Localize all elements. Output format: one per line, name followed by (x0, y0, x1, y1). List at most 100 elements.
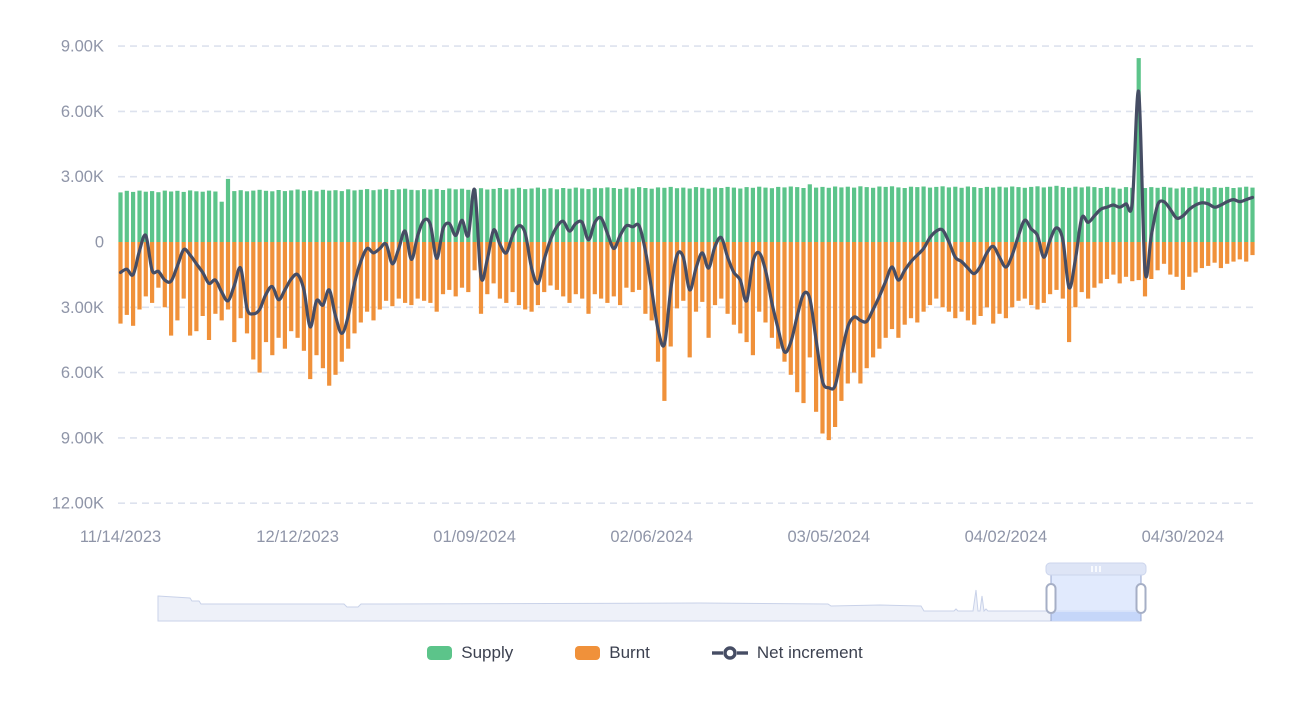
supply-bar (744, 187, 749, 242)
burnt-bar (466, 242, 471, 293)
supply-bar (1250, 187, 1255, 242)
burnt-bar (592, 242, 597, 295)
burnt-bar (510, 242, 515, 293)
supply-bar (346, 189, 351, 242)
x-tick-label: 11/14/2023 (80, 528, 161, 546)
datazoom-left-handle[interactable] (1045, 583, 1057, 614)
supply-bar (466, 189, 471, 242)
burnt-bar (845, 242, 850, 384)
legend-label-net-increment: Net increment (756, 643, 863, 662)
burnt-bar (706, 242, 711, 338)
supply-bar (516, 187, 521, 242)
supply-bar (915, 187, 920, 242)
burnt-bar (1123, 242, 1129, 277)
supply-bar (852, 187, 857, 242)
supply-bar (1244, 186, 1249, 242)
burnt-bar (308, 242, 313, 380)
supply-bar (757, 186, 762, 242)
burnt-bar (630, 242, 635, 293)
y-tick-label: 9.00K (61, 429, 104, 447)
burnt-bar (801, 242, 806, 404)
burnt-bar (1212, 242, 1217, 263)
burnt-bar (428, 242, 433, 303)
supply-bars (118, 58, 1255, 242)
burnt-bar (826, 242, 831, 441)
supply-bar (807, 184, 812, 242)
supply-bar (1048, 186, 1053, 242)
supply-bar (1079, 187, 1084, 242)
supply-bar (1067, 187, 1072, 242)
supply-bar (339, 191, 344, 242)
supply-bar (833, 186, 838, 242)
supply-bar (384, 188, 389, 242)
supply-bar (188, 190, 193, 242)
legend-item-net-increment[interactable]: Net increment (711, 643, 863, 663)
burnt-bar (200, 242, 205, 316)
burnt-bar (839, 242, 844, 401)
supply-bar (1199, 187, 1204, 242)
legend-item-burnt[interactable]: Burnt (575, 643, 650, 663)
plot-area[interactable] (118, 40, 1256, 510)
legend-item-supply[interactable]: Supply (427, 643, 513, 663)
burnt-bar (1250, 242, 1255, 256)
supply-bar (548, 188, 553, 242)
supply-bar (1149, 187, 1154, 242)
supply-bar (927, 187, 933, 242)
supply-bar (510, 188, 515, 242)
burnt-bar (535, 242, 540, 306)
burnt-bar (1244, 242, 1249, 262)
supply-bar (934, 186, 939, 242)
supply-bar (1098, 188, 1103, 242)
datazoom-right-handle[interactable] (1135, 583, 1147, 614)
supply-bar (871, 187, 876, 242)
burnt-bar (624, 242, 629, 288)
supply-bar (1225, 186, 1230, 242)
supply-bar (1041, 187, 1046, 242)
burnt-bar (934, 242, 939, 299)
supply-bar (712, 187, 718, 242)
supply-bar (327, 190, 332, 242)
supply-bar (978, 188, 983, 242)
supply-bar (124, 190, 129, 242)
supply-bar (1142, 188, 1148, 242)
burnt-bar (782, 242, 787, 362)
supply-bar (219, 201, 224, 242)
burnt-bar (206, 242, 212, 340)
y-tick-label: 3.00K (61, 299, 104, 317)
supply-bar (1003, 187, 1008, 242)
supply-bar (1237, 187, 1242, 242)
burnt-bar (295, 242, 300, 338)
supply-bar (289, 190, 294, 242)
burnt-bar (833, 242, 838, 427)
supply-bar (1168, 187, 1173, 242)
burnt-bar (162, 242, 167, 308)
burnt-bar (978, 242, 983, 316)
burnt-bar (194, 242, 199, 332)
supply-bar (719, 188, 724, 242)
burnt-bar (921, 242, 926, 312)
supply-bar (175, 190, 180, 242)
burnt-bar (390, 242, 395, 307)
burnt-bar (1193, 242, 1198, 273)
burnt-bar (618, 242, 623, 306)
supply-bar (434, 188, 439, 242)
x-axis-labels: 11/14/2023 12/12/2023 01/09/2024 02/06/2024… (80, 528, 1224, 546)
burnt-bar (232, 242, 237, 343)
datazoom-slider[interactable] (157, 562, 1147, 622)
burnt-bar (902, 242, 907, 325)
burnt-bar (1161, 242, 1167, 264)
supply-bar (270, 191, 275, 242)
burnt-bar (1010, 242, 1015, 308)
supply-bar (668, 186, 673, 242)
burnt-bar (1022, 242, 1027, 299)
supply-bar (611, 188, 616, 242)
burnt-bar (1130, 242, 1135, 282)
burnt-bar (580, 242, 585, 299)
burnt-bar (365, 242, 370, 312)
supply-bar (858, 186, 863, 242)
supply-bar (864, 187, 869, 242)
burnt-bar (282, 242, 287, 349)
supply-bar (700, 187, 705, 242)
burnt-bar (946, 242, 951, 312)
burnt-bar (1104, 242, 1110, 279)
